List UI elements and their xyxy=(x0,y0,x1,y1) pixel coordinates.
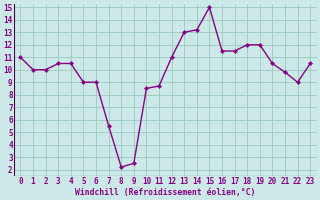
X-axis label: Windchill (Refroidissement éolien,°C): Windchill (Refroidissement éolien,°C) xyxy=(75,188,255,197)
